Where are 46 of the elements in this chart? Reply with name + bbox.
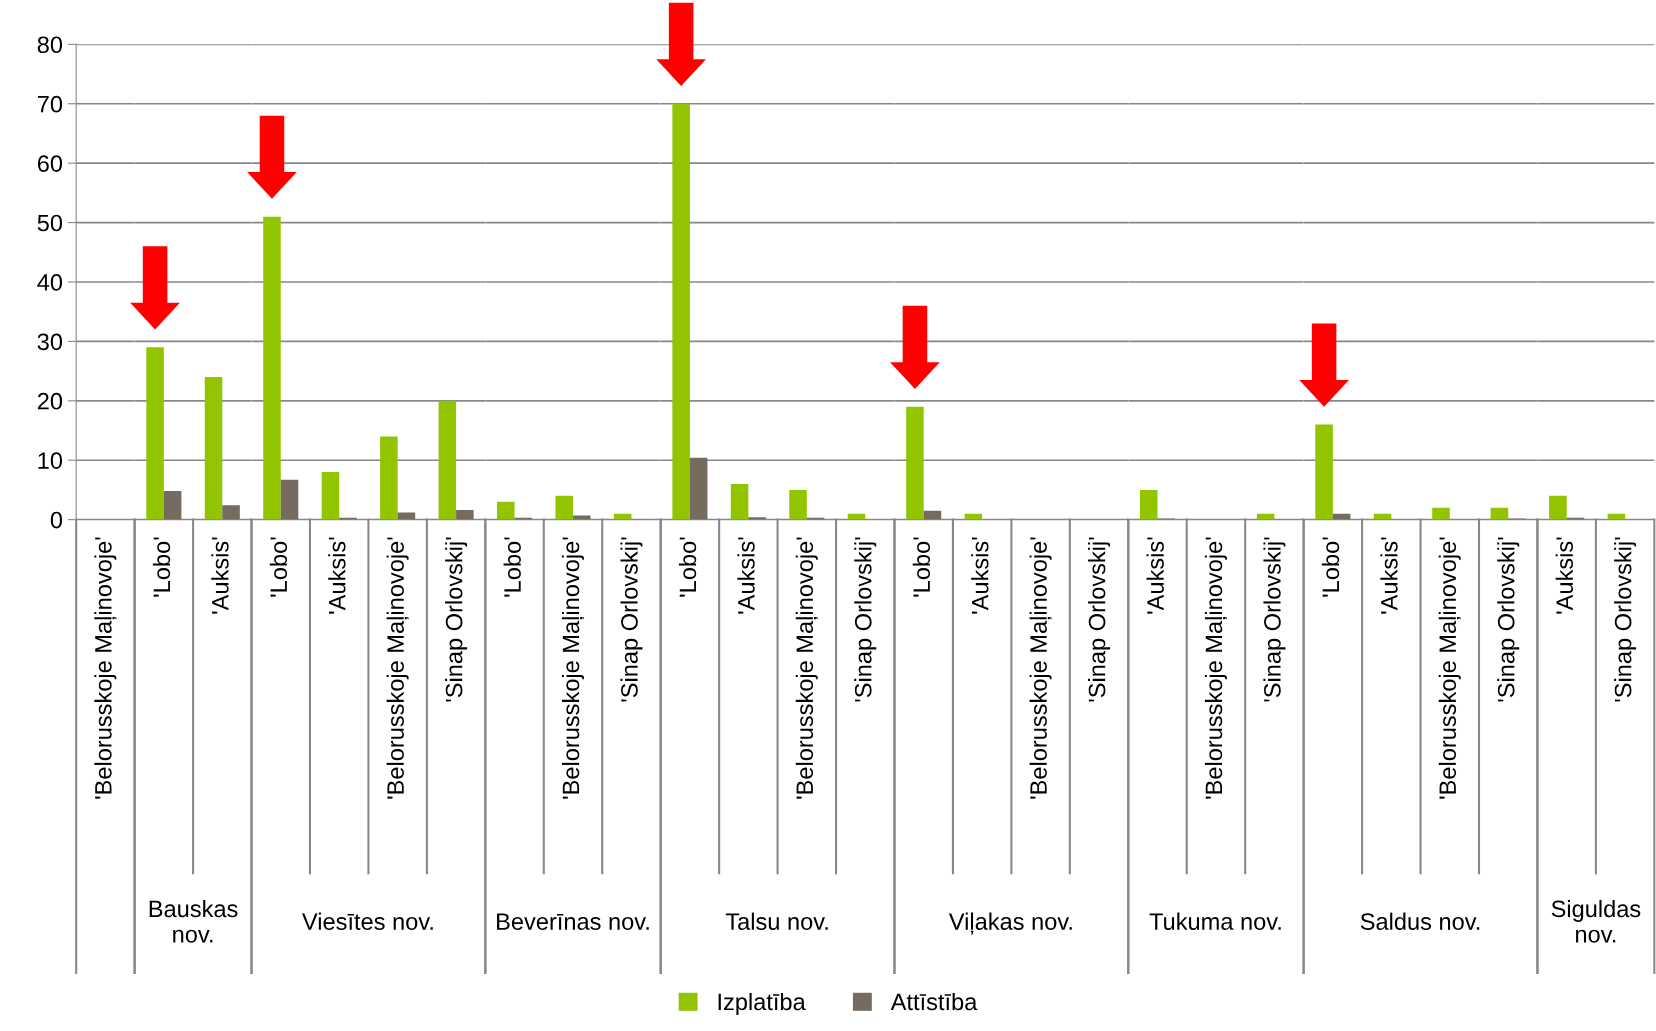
- x-tick-label: 'Sinap Orlovskij': [1088, 537, 1111, 702]
- x-tick-label: 'Lobo': [503, 537, 521, 597]
- y-tick-label: 60: [37, 155, 63, 172]
- x-tick-label: 'Auksis': [737, 537, 755, 614]
- x-tick-label: 'Auksis': [1146, 537, 1164, 614]
- x-tick-label: 'Belorusskoje Maļinovoje': [1204, 537, 1228, 799]
- x-tick-label: 'Lobo': [269, 537, 288, 597]
- x-tick-label: 'Lobo': [1321, 537, 1340, 597]
- x-tick-label: 'Auksis': [971, 537, 989, 614]
- x-tick-label: 'Sinap Orlovskij': [445, 537, 468, 702]
- x-tick-label: 'Sinap Orlovskij': [1263, 537, 1286, 702]
- x-axis-title: Siguldas nov.: [1551, 899, 1641, 943]
- x-axis-title: Beverīnas nov.: [497, 913, 649, 930]
- legend-label: Izplatība: [718, 992, 806, 1015]
- x-axis-title: Tukuma nov.: [1149, 912, 1281, 930]
- x-tick-label: 'Auksis': [328, 537, 346, 614]
- y-tick-label: 0: [50, 511, 63, 529]
- x-tick-label: 'Belorusskoje Maļinovoje': [1029, 537, 1052, 799]
- x-tick-label: 'Auksis': [1380, 537, 1398, 614]
- legend-label: Attīstība: [890, 992, 978, 1011]
- x-tick-label: 'Belorusskoje Maļinovoje': [1438, 537, 1461, 799]
- x-axis-title: Viesītes nov.: [302, 912, 433, 930]
- x-tick-label: 'Sinap Orlovskij': [620, 537, 643, 702]
- y-tick-label: 40: [37, 274, 63, 291]
- y-tick-label: 80: [37, 36, 63, 54]
- x-tick-label: 'Auksis': [211, 537, 229, 614]
- y-tick-label: 20: [37, 392, 63, 410]
- x-axis-title: Saldus nov.: [1360, 912, 1480, 930]
- x-tick-label: 'Sinap Orlovskij': [854, 537, 877, 702]
- x-tick-label: 'Sinap Orlovskij': [1614, 537, 1637, 702]
- x-axis-title: Bauskas nov.: [149, 899, 238, 943]
- x-tick-label: 'Lobo': [152, 537, 171, 597]
- x-axis-title: Viļakas nov.: [948, 912, 1072, 935]
- y-tick-label: 70: [37, 95, 63, 113]
- x-tick-label: 'Auksis': [1555, 537, 1574, 614]
- y-tick-label: 10: [38, 452, 63, 469]
- x-tick-label: 'Lobo': [678, 537, 697, 597]
- y-tick-label: 30: [37, 333, 63, 351]
- x-tick-label: 'Lobo': [912, 537, 931, 597]
- x-tick-label: 'Belorusskoje Maļinovoje': [561, 537, 585, 799]
- x-tick-label: 'Belorusskoje Maļinovoje': [386, 537, 409, 799]
- y-tick-label: 50: [37, 214, 63, 232]
- x-tick-label: 'Belorusskoje Maļinovoje': [94, 537, 117, 799]
- x-tick-label: 'Sinap Orlovskij': [1497, 537, 1520, 702]
- x-axis-title: Talsu nov.: [725, 912, 828, 930]
- x-tick-label: 'Belorusskoje Maļinovoje': [795, 537, 818, 799]
